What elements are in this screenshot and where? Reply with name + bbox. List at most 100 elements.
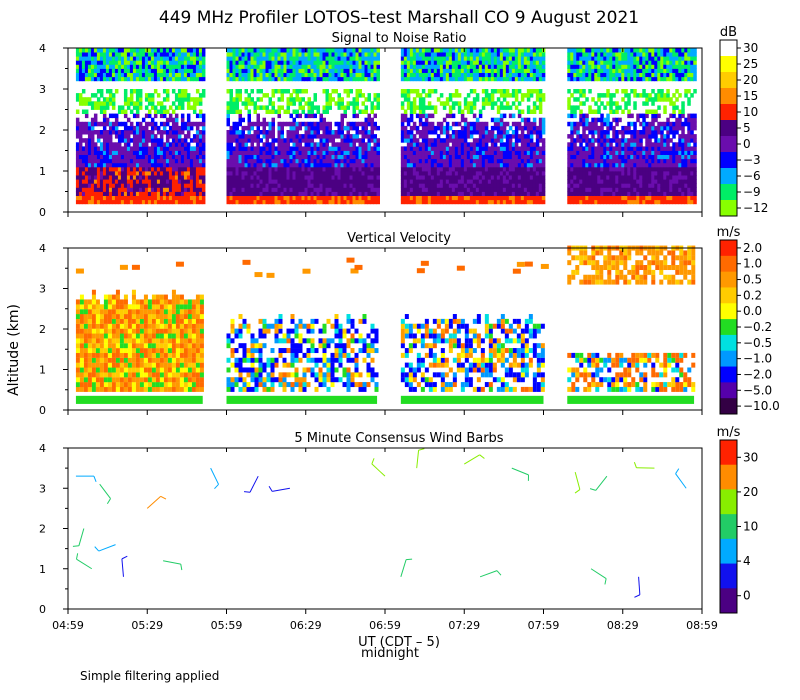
snr-cell (376, 76, 380, 82)
snr-cell (292, 68, 296, 73)
snr-cell (415, 105, 420, 110)
snr-cell (235, 171, 239, 176)
snr-cell (319, 68, 323, 73)
snr-cell (253, 64, 257, 69)
snr-cell (298, 171, 302, 176)
snr-cell (156, 162, 161, 168)
snr-cell (582, 162, 586, 168)
snr-cell (93, 199, 98, 205)
snr-cell (201, 125, 206, 131)
snr-cell (120, 171, 125, 176)
snr-cell (418, 64, 423, 69)
snr-cell (226, 117, 230, 123)
snr-cell (415, 125, 420, 131)
snr-cell (493, 187, 498, 192)
snr-cell (585, 199, 589, 205)
snr-cell (597, 195, 601, 201)
snr-cell (171, 68, 176, 73)
snr-cell (487, 101, 492, 106)
snr-cell (84, 121, 89, 127)
snr-cell (478, 125, 483, 131)
snr-cell (463, 138, 468, 143)
snr-cell (424, 105, 429, 110)
snr-cell (313, 146, 317, 151)
snr-cell (406, 101, 411, 106)
snr-cell (615, 191, 619, 196)
snr-cell (364, 195, 368, 201)
snr-cell (120, 187, 125, 192)
snr-cell (313, 97, 317, 102)
snr-cell (523, 56, 528, 61)
snr-cell (361, 195, 365, 201)
snr-cell (418, 154, 423, 160)
snr-cell (168, 76, 173, 82)
snr-cell (415, 56, 420, 61)
snr-cell (313, 105, 317, 110)
snr-cell (523, 154, 528, 160)
snr-cell (189, 187, 194, 192)
snr-cell (487, 199, 492, 205)
snr-cell (292, 125, 296, 131)
snr-cell (117, 68, 122, 73)
snr-cell (280, 138, 284, 143)
snr-cell (198, 175, 203, 180)
snr-cell (129, 89, 134, 94)
snr-cell (259, 60, 263, 65)
snr-cell (168, 130, 173, 135)
snr-cell (466, 187, 471, 192)
snr-cell (490, 162, 495, 168)
snr-cell (433, 60, 438, 65)
snr-cell (469, 89, 474, 94)
snr-cell (325, 146, 329, 151)
snr-cell (111, 191, 116, 196)
snr-cell (241, 48, 245, 53)
snr-cell (424, 191, 429, 196)
snr-cell (195, 89, 200, 94)
snr-cell (361, 175, 365, 180)
snr-cell (505, 93, 510, 98)
snr-cell (75, 166, 80, 172)
snr-cell (597, 105, 601, 110)
snr-cell (573, 52, 577, 57)
snr-cell (304, 138, 308, 143)
snr-cell (352, 183, 356, 188)
snr-cell (144, 171, 149, 176)
snr-cell (517, 199, 522, 205)
snr-cell (427, 93, 432, 98)
snr-cell (576, 48, 580, 53)
snr-cell (585, 146, 589, 151)
snr-cell (463, 97, 468, 102)
snr-cell (186, 117, 191, 123)
snr-cell (238, 76, 242, 82)
snr-cell (180, 56, 185, 61)
snr-cell (235, 154, 239, 160)
snr-cell (289, 191, 293, 196)
snr-cell (600, 121, 604, 127)
snr-cell (238, 142, 242, 147)
snr-cell (523, 195, 528, 201)
snr-cell (244, 97, 248, 102)
snr-cell (403, 187, 408, 192)
snr-cell (573, 150, 577, 155)
snr-cell (192, 146, 197, 151)
snr-cell (603, 121, 607, 127)
snr-cell (514, 52, 519, 57)
snr-cell (183, 56, 188, 61)
snr-cell (493, 171, 498, 176)
snr-cell (364, 130, 368, 135)
snr-cell (111, 121, 116, 127)
snr-cell (490, 97, 495, 102)
snr-cell (226, 76, 230, 82)
snr-cell (165, 138, 170, 143)
snr-cell (364, 150, 368, 155)
snr-cell (496, 162, 501, 168)
snr-cell (436, 125, 441, 131)
snr-cell (346, 48, 350, 53)
snr-cell (87, 199, 92, 205)
snr-cell (346, 158, 350, 164)
snr-cell (582, 125, 586, 131)
snr-cell (331, 150, 335, 155)
snr-cell (286, 101, 290, 106)
snr-cell (150, 195, 155, 201)
snr-cell (286, 60, 290, 65)
